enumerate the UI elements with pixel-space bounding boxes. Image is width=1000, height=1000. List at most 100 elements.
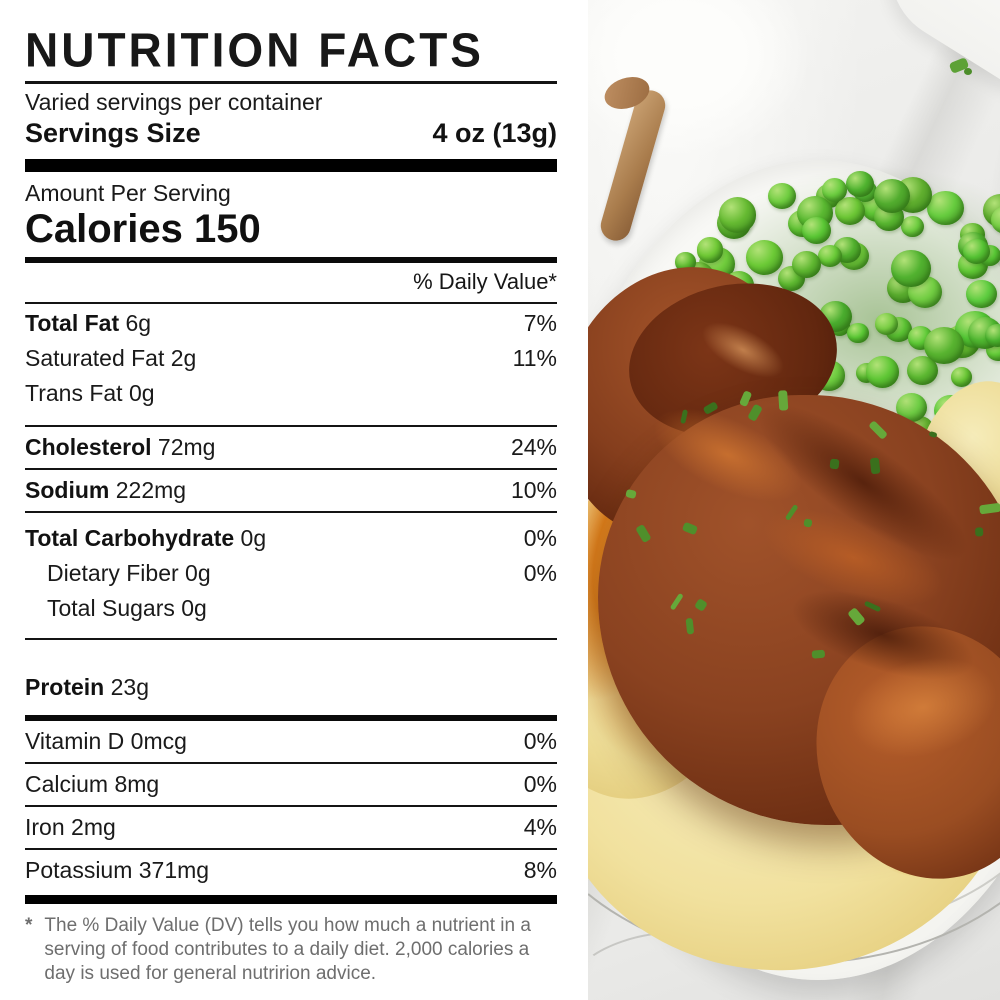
- pea: [835, 196, 865, 225]
- pea: [818, 244, 842, 267]
- parsley-fleck: [669, 592, 684, 611]
- label-title: NUTRITION FACTS: [25, 22, 484, 78]
- pea: [962, 238, 990, 264]
- divider-thin: [25, 302, 557, 304]
- parsley-fleck: [829, 458, 840, 470]
- nutrient-dv: 0%: [523, 771, 557, 797]
- nutrient-name-bold: Total Fat: [25, 310, 120, 336]
- nutrient-row-cholesterol: Cholesterol 72mg 24%: [25, 427, 557, 468]
- pea: [985, 323, 1000, 347]
- parsley-fleck: [846, 606, 866, 627]
- parsley-fleck: [974, 527, 983, 537]
- parsley-fleck: [747, 403, 764, 422]
- nutrient-row-potassium: Potassium 371mg 8%: [25, 850, 557, 891]
- nutrient-name: Total Sugars 0g: [25, 595, 207, 622]
- nutrient-name: Cholesterol 72mg: [25, 434, 215, 461]
- nutrient-dv: 7%: [523, 310, 557, 336]
- nutrient-row-trans-fat: Trans Fat 0g: [25, 376, 557, 411]
- nutrient-row-dietary-fiber: Dietary Fiber 0g 0%: [25, 556, 557, 591]
- pea: [926, 190, 964, 226]
- parsley-fleck: [869, 457, 881, 475]
- nutrient-row-total-sugars: Total Sugars 0g: [25, 591, 557, 626]
- nutrient-dv: 0%: [523, 728, 557, 754]
- nutrient-name-rest: Iron 2mg: [25, 814, 116, 840]
- parsley-garnish: [588, 0, 1000, 1000]
- food-photo: [588, 0, 1000, 1000]
- nutrient-name-rest: 0g: [234, 525, 267, 551]
- nutrient-name: Total Fat 6g: [25, 310, 151, 337]
- nutrient-name: Vitamin D 0mcg: [25, 728, 187, 755]
- divider-medium: [25, 257, 557, 263]
- nutrient-name-rest: Vitamin D 0mcg: [25, 728, 187, 754]
- nutrient-row-vitamin-d: Vitamin D 0mcg 0%: [25, 721, 557, 762]
- nutrient-name: Protein 23g: [25, 674, 149, 701]
- nutrient-dv: 4%: [523, 814, 557, 840]
- nutrient-name: Total Carbohydrate 0g: [25, 525, 266, 552]
- pea: [966, 279, 997, 309]
- pea: [791, 250, 822, 279]
- divider-medium: [25, 715, 557, 721]
- pea: [924, 326, 965, 365]
- nutrition-label: NUTRITION FACTS Varied servings per cont…: [25, 0, 557, 986]
- pea: [875, 313, 898, 335]
- parsley-fleck: [702, 401, 719, 416]
- footnote-asterisk: *: [25, 915, 33, 936]
- nutrient-name-bold: Protein: [25, 674, 105, 700]
- nutrient-dv: 10%: [510, 477, 557, 503]
- parsley-sprig: [964, 68, 972, 75]
- parsley-fleck: [635, 523, 652, 543]
- nutrient-row-iron: Iron 2mg 4%: [25, 807, 557, 848]
- nutrient-name: Calcium 8mg: [25, 771, 159, 798]
- parsley-fleck: [979, 502, 1000, 515]
- pea: [950, 366, 972, 387]
- pea: [891, 249, 931, 287]
- nutrient-row-sodium: Sodium 222mg 10%: [25, 470, 557, 511]
- calories-line: Calories 150: [25, 207, 261, 251]
- pea: [847, 322, 870, 344]
- pea: [873, 178, 911, 213]
- pea: [901, 215, 924, 238]
- nutrient-name: Saturated Fat 2g: [25, 345, 196, 372]
- footnote: * The % Daily Value (DV) tells you how m…: [25, 914, 535, 986]
- nutrient-dv: 0%: [523, 525, 557, 551]
- nutrient-row-total-fat: Total Fat 6g 7%: [25, 304, 557, 341]
- nutrient-name: Iron 2mg: [25, 814, 116, 841]
- divider-thin: [25, 511, 557, 513]
- pea: [991, 205, 1000, 235]
- footnote-text: The % Daily Value (DV) tells you how muc…: [44, 915, 531, 984]
- parsley-fleck: [679, 409, 688, 425]
- nutrient-name: Trans Fat 0g: [25, 380, 155, 407]
- serving-size-row: Servings Size 4 oz (13g): [25, 116, 557, 150]
- divider-thin: [25, 425, 557, 427]
- pea: [846, 170, 874, 197]
- title-underline: [25, 81, 557, 84]
- nutrient-dv: 11%: [512, 345, 557, 371]
- nutrient-name-rest: Dietary Fiber 0g: [47, 560, 211, 586]
- pea: [767, 182, 796, 209]
- nutrient-row-calcium: Calcium 8mg 0%: [25, 764, 557, 805]
- nutrient-name-rest: 72mg: [151, 434, 216, 460]
- nutrient-name-rest: Saturated Fat 2g: [25, 345, 197, 371]
- nutrient-name-rest: 222mg: [109, 477, 187, 503]
- nutrient-name-bold: Total Carbohydrate: [25, 525, 235, 551]
- nutrient-name-bold: Cholesterol: [25, 434, 152, 460]
- nutrient-name-rest: Total Sugars 0g: [47, 595, 207, 621]
- serving-size-label: Servings Size: [25, 118, 201, 148]
- amount-per-serving: Amount Per Serving: [25, 180, 231, 206]
- parsley-fleck: [868, 420, 889, 441]
- pea: [801, 216, 831, 244]
- parsley-fleck: [682, 521, 699, 535]
- parsley-fleck: [803, 518, 814, 528]
- serving-size-value: 4 oz (13g): [432, 118, 557, 148]
- divider-thick: [25, 895, 557, 904]
- divider-thin: [25, 468, 557, 470]
- nutrient-name-bold: Sodium: [25, 477, 110, 503]
- daily-value-header: % Daily Value*: [413, 269, 557, 294]
- nutrient-dv: 8%: [523, 857, 557, 883]
- nutrient-name-rest: 6g: [119, 310, 152, 336]
- parsley-fleck: [685, 617, 694, 635]
- pea: [696, 237, 724, 263]
- nutrient-dv: 24%: [510, 434, 557, 460]
- nutrient-row-total-carbohydrate: Total Carbohydrate 0g 0%: [25, 513, 557, 556]
